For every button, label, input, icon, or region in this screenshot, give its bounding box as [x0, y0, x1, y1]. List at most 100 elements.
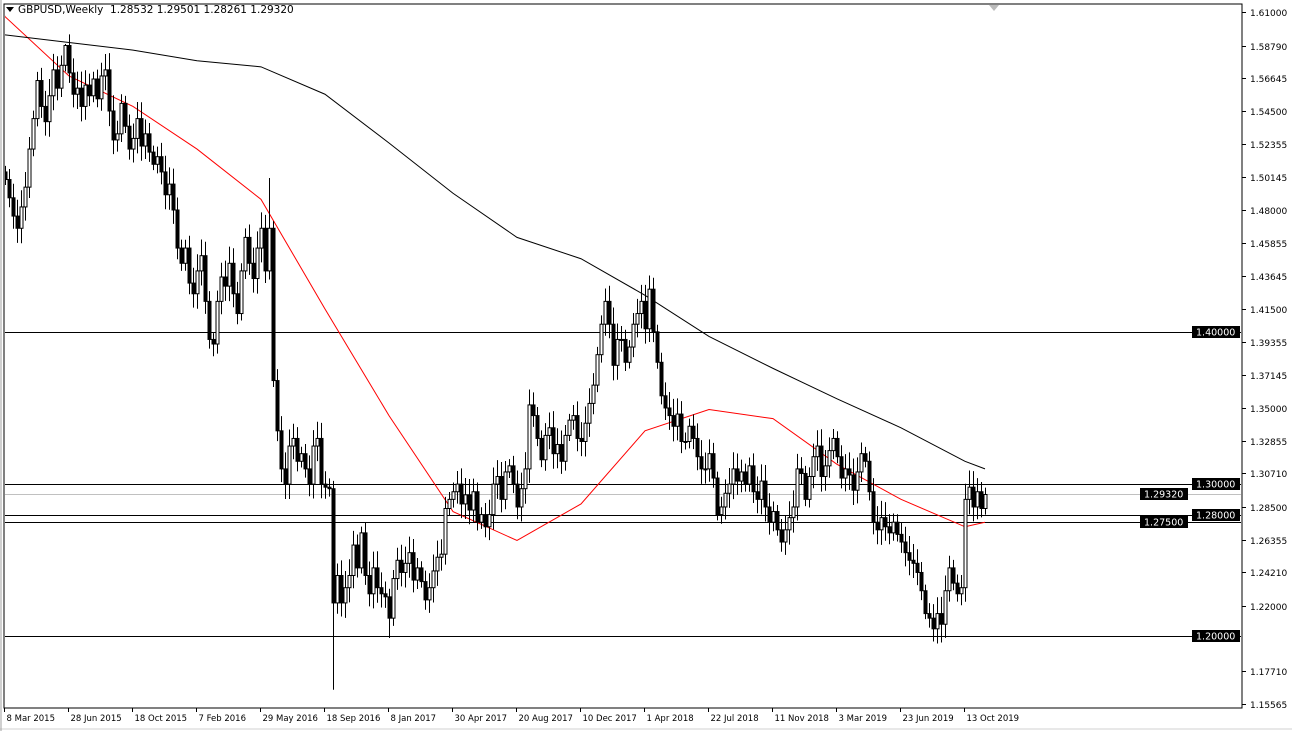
- candle: [955, 574, 960, 602]
- candle-body: [375, 567, 380, 589]
- candle-body: [183, 247, 188, 264]
- candle: [439, 539, 444, 571]
- candle-body: [5, 171, 8, 181]
- candle-body: [819, 445, 824, 478]
- candle: [115, 120, 120, 152]
- candle: [467, 478, 472, 525]
- candle: [371, 551, 376, 609]
- candle: [455, 470, 460, 504]
- candle: [407, 536, 412, 578]
- candle: [923, 584, 928, 620]
- candle-body: [243, 236, 248, 272]
- candle: [975, 478, 980, 520]
- candle: [251, 247, 256, 293]
- candle-body: [427, 587, 432, 601]
- candle: [527, 389, 532, 483]
- candle: [771, 501, 776, 532]
- candle-body: [539, 437, 544, 461]
- candle-body: [651, 288, 656, 333]
- candle-body: [99, 75, 104, 100]
- candle: [743, 463, 748, 492]
- candle-body: [843, 468, 848, 479]
- candle-body: [327, 486, 332, 490]
- ohlc-values: 1.28532 1.29501 1.28261 1.29320: [110, 4, 294, 16]
- candle: [31, 110, 36, 157]
- candle-body: [791, 506, 796, 519]
- candle: [75, 71, 80, 110]
- candle-body: [555, 444, 560, 455]
- candle-body: [575, 415, 580, 439]
- candle-body: [623, 338, 628, 363]
- candle-body: [707, 453, 712, 470]
- candle-body: [271, 227, 276, 382]
- candle-body: [971, 486, 976, 508]
- candle: [287, 429, 292, 499]
- candle: [411, 538, 416, 593]
- candle: [871, 478, 876, 535]
- candle-body: [131, 137, 136, 150]
- candle-body: [859, 453, 864, 473]
- candle: [915, 549, 920, 586]
- candle-body: [7, 179, 12, 199]
- candle: [71, 58, 76, 108]
- candle-body: [847, 468, 852, 476]
- candle: [339, 560, 344, 617]
- candle: [655, 324, 660, 369]
- candle-body: [19, 206, 24, 229]
- level-price-label: 1.30000: [1196, 480, 1235, 491]
- candle: [175, 197, 180, 260]
- candle: [99, 62, 104, 111]
- candle-body: [219, 276, 224, 302]
- candle: [463, 478, 468, 520]
- candle: [951, 559, 956, 591]
- y-tick-label: 1.54500: [1250, 108, 1287, 118]
- x-tick-label: 13 Oct 2019: [967, 714, 1020, 724]
- candle: [475, 482, 480, 531]
- plot-frame: [3, 3, 1243, 709]
- candle-body: [207, 300, 212, 340]
- y-tick-label: 1.41500: [1250, 306, 1287, 316]
- candle-body: [483, 514, 488, 528]
- candle: [535, 407, 540, 447]
- candle-body: [783, 529, 788, 543]
- candle-body: [767, 506, 772, 523]
- candle: [103, 54, 108, 91]
- candle-body: [607, 300, 612, 325]
- candle: [23, 171, 28, 221]
- candle-body: [603, 300, 608, 325]
- chart-menu-arrow-icon[interactable]: [6, 7, 14, 12]
- candle: [363, 522, 368, 585]
- candle-body: [31, 118, 36, 150]
- candle-body: [155, 156, 160, 165]
- candle-body: [731, 468, 736, 485]
- candle-body: [975, 491, 980, 508]
- candle: [259, 212, 264, 263]
- candle-body: [331, 488, 336, 604]
- candle: [727, 467, 732, 508]
- candle-body: [807, 476, 812, 500]
- candle-body: [223, 276, 228, 287]
- candle-body: [639, 300, 644, 315]
- candle: [83, 70, 88, 120]
- candle: [599, 315, 604, 363]
- candle-body: [743, 471, 748, 485]
- candle: [319, 422, 324, 499]
- candle: [591, 373, 596, 415]
- candle: [559, 430, 564, 474]
- candle: [787, 501, 792, 545]
- y-tick-label: 1.48000: [1250, 207, 1287, 217]
- plot-area: [5, 15, 1241, 690]
- chart-shift-marker-icon[interactable]: [989, 5, 999, 11]
- candle: [907, 535, 912, 576]
- candle: [847, 452, 852, 490]
- candle: [483, 502, 488, 538]
- candle-body: [499, 476, 504, 500]
- candle: [631, 312, 636, 358]
- candle: [623, 329, 628, 371]
- candle-body: [691, 425, 696, 439]
- candle-body: [903, 541, 908, 554]
- candle: [823, 449, 828, 491]
- candle: [19, 190, 24, 244]
- candle-body: [139, 118, 144, 147]
